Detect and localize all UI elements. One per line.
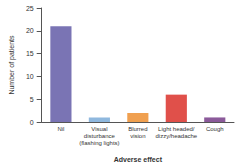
svg-text:Adverse effect: Adverse effect (114, 156, 163, 163)
svg-text:Number of patients: Number of patients (8, 35, 16, 95)
svg-text:15: 15 (26, 50, 34, 57)
svg-text:5: 5 (30, 96, 34, 103)
svg-text:(flashing lights): (flashing lights) (79, 140, 119, 146)
svg-text:20: 20 (26, 27, 34, 34)
svg-text:10: 10 (26, 73, 34, 80)
svg-text:Visual: Visual (91, 126, 107, 132)
svg-text:Blurred: Blurred (128, 126, 147, 132)
svg-text:vision: vision (130, 133, 145, 139)
svg-text:disturbance: disturbance (84, 133, 116, 139)
svg-text:25: 25 (26, 5, 34, 12)
svg-text:dizzy/headache: dizzy/headache (155, 133, 197, 139)
svg-text:Nil: Nil (57, 126, 64, 132)
svg-text:Cough: Cough (206, 126, 224, 132)
svg-text:0: 0 (30, 119, 34, 126)
svg-text:Light headed/: Light headed/ (158, 126, 195, 132)
